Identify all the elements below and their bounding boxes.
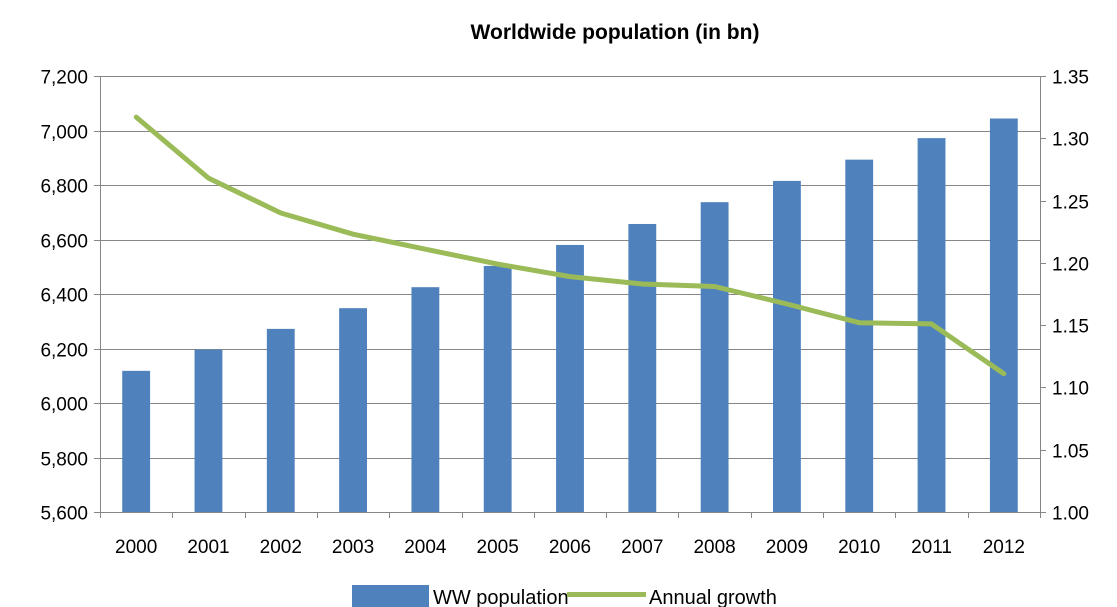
bar [411, 287, 440, 512]
chart-title: Worldwide population (in bn) [471, 21, 760, 44]
x-axis-tick-label: 2012 [983, 537, 1025, 558]
x-axis-tick-label: 2011 [911, 537, 952, 558]
left-axis-tick-label: 6,000 [40, 395, 88, 416]
right-axis-tick-label: 1.25 [1052, 193, 1089, 214]
x-axis-tick-label: 2002 [260, 537, 302, 558]
line-series [133, 114, 1007, 377]
bar [483, 265, 512, 512]
bar [122, 370, 151, 512]
x-axis-tick-label: 2004 [404, 537, 447, 558]
bar [845, 159, 874, 512]
left-axis-tick-label: 6,200 [40, 341, 88, 362]
x-axis-tick-label: 2006 [549, 537, 591, 558]
axes [94, 76, 1046, 518]
x-axis-tick-label: 2003 [332, 537, 374, 558]
left-axis-tick-label: 7,200 [40, 68, 88, 89]
right-axis-tick-label: 1.30 [1052, 130, 1089, 151]
bar [773, 180, 801, 512]
bar [628, 223, 657, 512]
x-axis-ticks: 2000 2001 2002 2003 2004 2005 2006 2007 2008 2009… [115, 537, 1025, 558]
x-axis-tick-label: 2000 [115, 537, 157, 558]
bar [194, 349, 223, 512]
legend-label-annual-growth: Annual growth [649, 587, 777, 607]
x-axis-tick-label: 2001 [187, 537, 229, 558]
bar [556, 244, 584, 512]
legend-label-ww-population: WW population [433, 587, 569, 607]
legend-swatch-ww-population [352, 585, 429, 607]
bar [266, 328, 295, 512]
right-axis-tick-label: 1.10 [1052, 379, 1089, 400]
x-axis-tick-label: 2005 [477, 537, 519, 558]
bar [700, 202, 729, 513]
right-axis-tick-label: 1.05 [1052, 442, 1089, 463]
x-axis-tick-label: 2008 [693, 537, 735, 558]
right-axis-tick-label: 1.00 [1052, 504, 1089, 525]
legend: WW population Annual growth [352, 585, 777, 607]
left-axis-tick-label: 6,800 [40, 177, 88, 198]
left-axis-tick-label: 5,800 [40, 450, 88, 471]
right-axis-tick-label: 1.20 [1052, 255, 1089, 276]
right-axis-ticks: 1.00 1.05 1.10 1.15 1.20 1.25 1.30 1.35 [1052, 68, 1089, 525]
bar [989, 118, 1018, 512]
legend-swatch-annual-growth [567, 592, 646, 597]
left-axis-tick-label: 6,600 [40, 232, 88, 253]
left-axis-tick-label: 6,400 [40, 286, 88, 307]
series-line-annual-growth [133, 114, 1007, 377]
left-axis-tick-label: 7,000 [40, 123, 88, 144]
x-axis-tick-label: 2010 [838, 537, 880, 558]
x-axis-tick-label: 2007 [621, 537, 663, 558]
bar-series [122, 118, 1018, 513]
x-axis-tick-label: 2009 [766, 537, 808, 558]
left-axis-ticks: 5,600 5,800 6,000 6,200 6,400 6,600 6,800 7,000… [40, 68, 88, 525]
bar [339, 308, 367, 512]
left-axis-tick-label: 5,600 [40, 504, 88, 525]
right-axis-tick-label: 1.35 [1052, 68, 1089, 89]
right-axis-tick-label: 1.15 [1052, 317, 1089, 338]
